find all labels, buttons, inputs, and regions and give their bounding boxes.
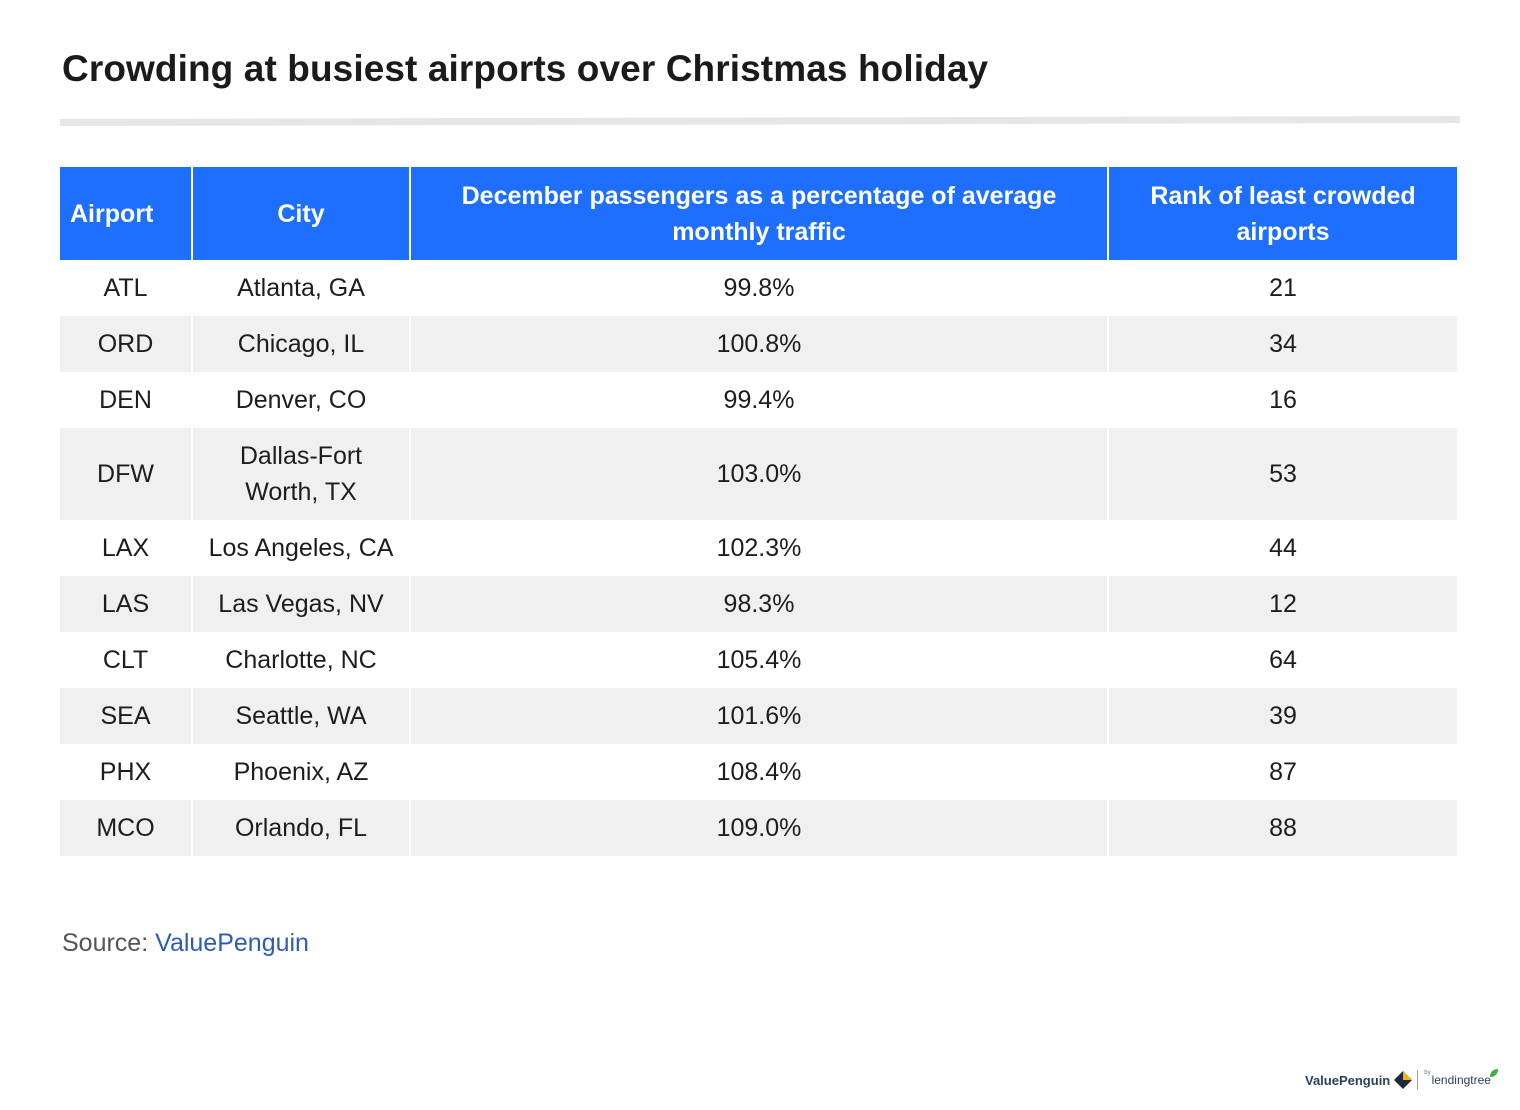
brand-partner: lendingtree: [1431, 1073, 1491, 1087]
table-row: MCO Orlando, FL 109.0% 88: [60, 800, 1457, 856]
leaf-icon: [1489, 1069, 1498, 1077]
cell-airport: MCO: [60, 800, 193, 856]
brand-logo: ValuePenguin by lendingtree: [1305, 1068, 1499, 1092]
cell-city: Los Angeles, CA: [192, 520, 411, 576]
cell-city: Dallas-Fort Worth, TX: [192, 428, 411, 520]
cell-december-percentage: 101.6%: [410, 688, 1109, 744]
cell-rank: 44: [1108, 520, 1457, 576]
cell-december-percentage: 100.8%: [410, 316, 1109, 372]
table-header-row: Airport City December passengers as a pe…: [60, 167, 1457, 260]
cell-city: Chicago, IL: [192, 316, 411, 372]
cell-rank: 12: [1108, 576, 1457, 632]
cell-december-percentage: 99.8%: [410, 260, 1109, 316]
cell-city: Phoenix, AZ: [192, 744, 411, 800]
cell-december-percentage: 102.3%: [410, 520, 1109, 576]
column-header-december-passengers: December passengers as a percentage of a…: [410, 167, 1109, 260]
source-link[interactable]: ValuePenguin: [155, 929, 309, 957]
cell-december-percentage: 99.4%: [410, 372, 1109, 428]
cell-airport: ORD: [60, 316, 193, 372]
cell-rank: 16: [1108, 372, 1457, 428]
column-header-city: City: [192, 167, 411, 260]
title-divider: [60, 116, 1460, 126]
chart-title: Crowding at busiest airports over Christ…: [62, 48, 989, 89]
cell-december-percentage: 98.3%: [410, 576, 1109, 632]
table-row: DFW Dallas-Fort Worth, TX 103.0% 53: [60, 428, 1457, 520]
source-label: Source:: [62, 929, 149, 957]
cell-city: Denver, CO: [192, 372, 411, 428]
cell-december-percentage: 105.4%: [410, 632, 1109, 688]
cell-airport: CLT: [60, 632, 193, 688]
cell-rank: 39: [1108, 688, 1457, 744]
cell-rank: 87: [1108, 744, 1457, 800]
cell-airport: ATL: [60, 260, 193, 316]
table-row: CLT Charlotte, NC 105.4% 64: [60, 632, 1457, 688]
cell-city: Charlotte, NC: [192, 632, 411, 688]
cell-airport: DEN: [60, 372, 193, 428]
cell-rank: 34: [1108, 316, 1457, 372]
cell-city: Atlanta, GA: [192, 260, 411, 316]
cell-airport: DFW: [60, 428, 193, 520]
cell-december-percentage: 109.0%: [410, 800, 1109, 856]
cell-city: Seattle, WA: [192, 688, 411, 744]
table-row: LAS Las Vegas, NV 98.3% 12: [60, 576, 1457, 632]
airport-table: Airport City December passengers as a pe…: [60, 167, 1457, 856]
cell-rank: 64: [1108, 632, 1457, 688]
brand-by-text: by: [1424, 1070, 1431, 1076]
cell-airport: LAX: [60, 520, 193, 576]
cell-city: Orlando, FL: [192, 800, 411, 856]
cell-airport: SEA: [60, 688, 193, 744]
column-header-airport: Airport: [60, 167, 193, 260]
brand-separator: [1417, 1070, 1419, 1090]
cell-december-percentage: 103.0%: [410, 428, 1109, 520]
cell-rank: 88: [1108, 800, 1457, 856]
cell-city: Las Vegas, NV: [192, 576, 411, 632]
table-row: ATL Atlanta, GA 99.8% 21: [60, 260, 1457, 316]
column-header-rank: Rank of least crowded airports: [1108, 167, 1457, 260]
table-row: ORD Chicago, IL 100.8% 34: [60, 316, 1457, 372]
cell-airport: LAS: [60, 576, 193, 632]
cell-december-percentage: 108.4%: [410, 744, 1109, 800]
brand-name: ValuePenguin: [1305, 1072, 1391, 1088]
table-row: LAX Los Angeles, CA 102.3% 44: [60, 520, 1457, 576]
cell-airport: PHX: [60, 744, 193, 800]
table-row: DEN Denver, CO 99.4% 16: [60, 372, 1457, 428]
cell-rank: 21: [1108, 260, 1457, 316]
table-row: SEA Seattle, WA 101.6% 39: [60, 688, 1457, 744]
cell-rank: 53: [1108, 428, 1457, 520]
table-row: PHX Phoenix, AZ 108.4% 87: [60, 744, 1457, 800]
penguin-logo-icon: [1394, 1071, 1413, 1089]
source-note: Source: ValuePenguin: [62, 929, 309, 958]
table-body: ATL Atlanta, GA 99.8% 21 ORD Chicago, IL 100.8…: [60, 260, 1457, 856]
